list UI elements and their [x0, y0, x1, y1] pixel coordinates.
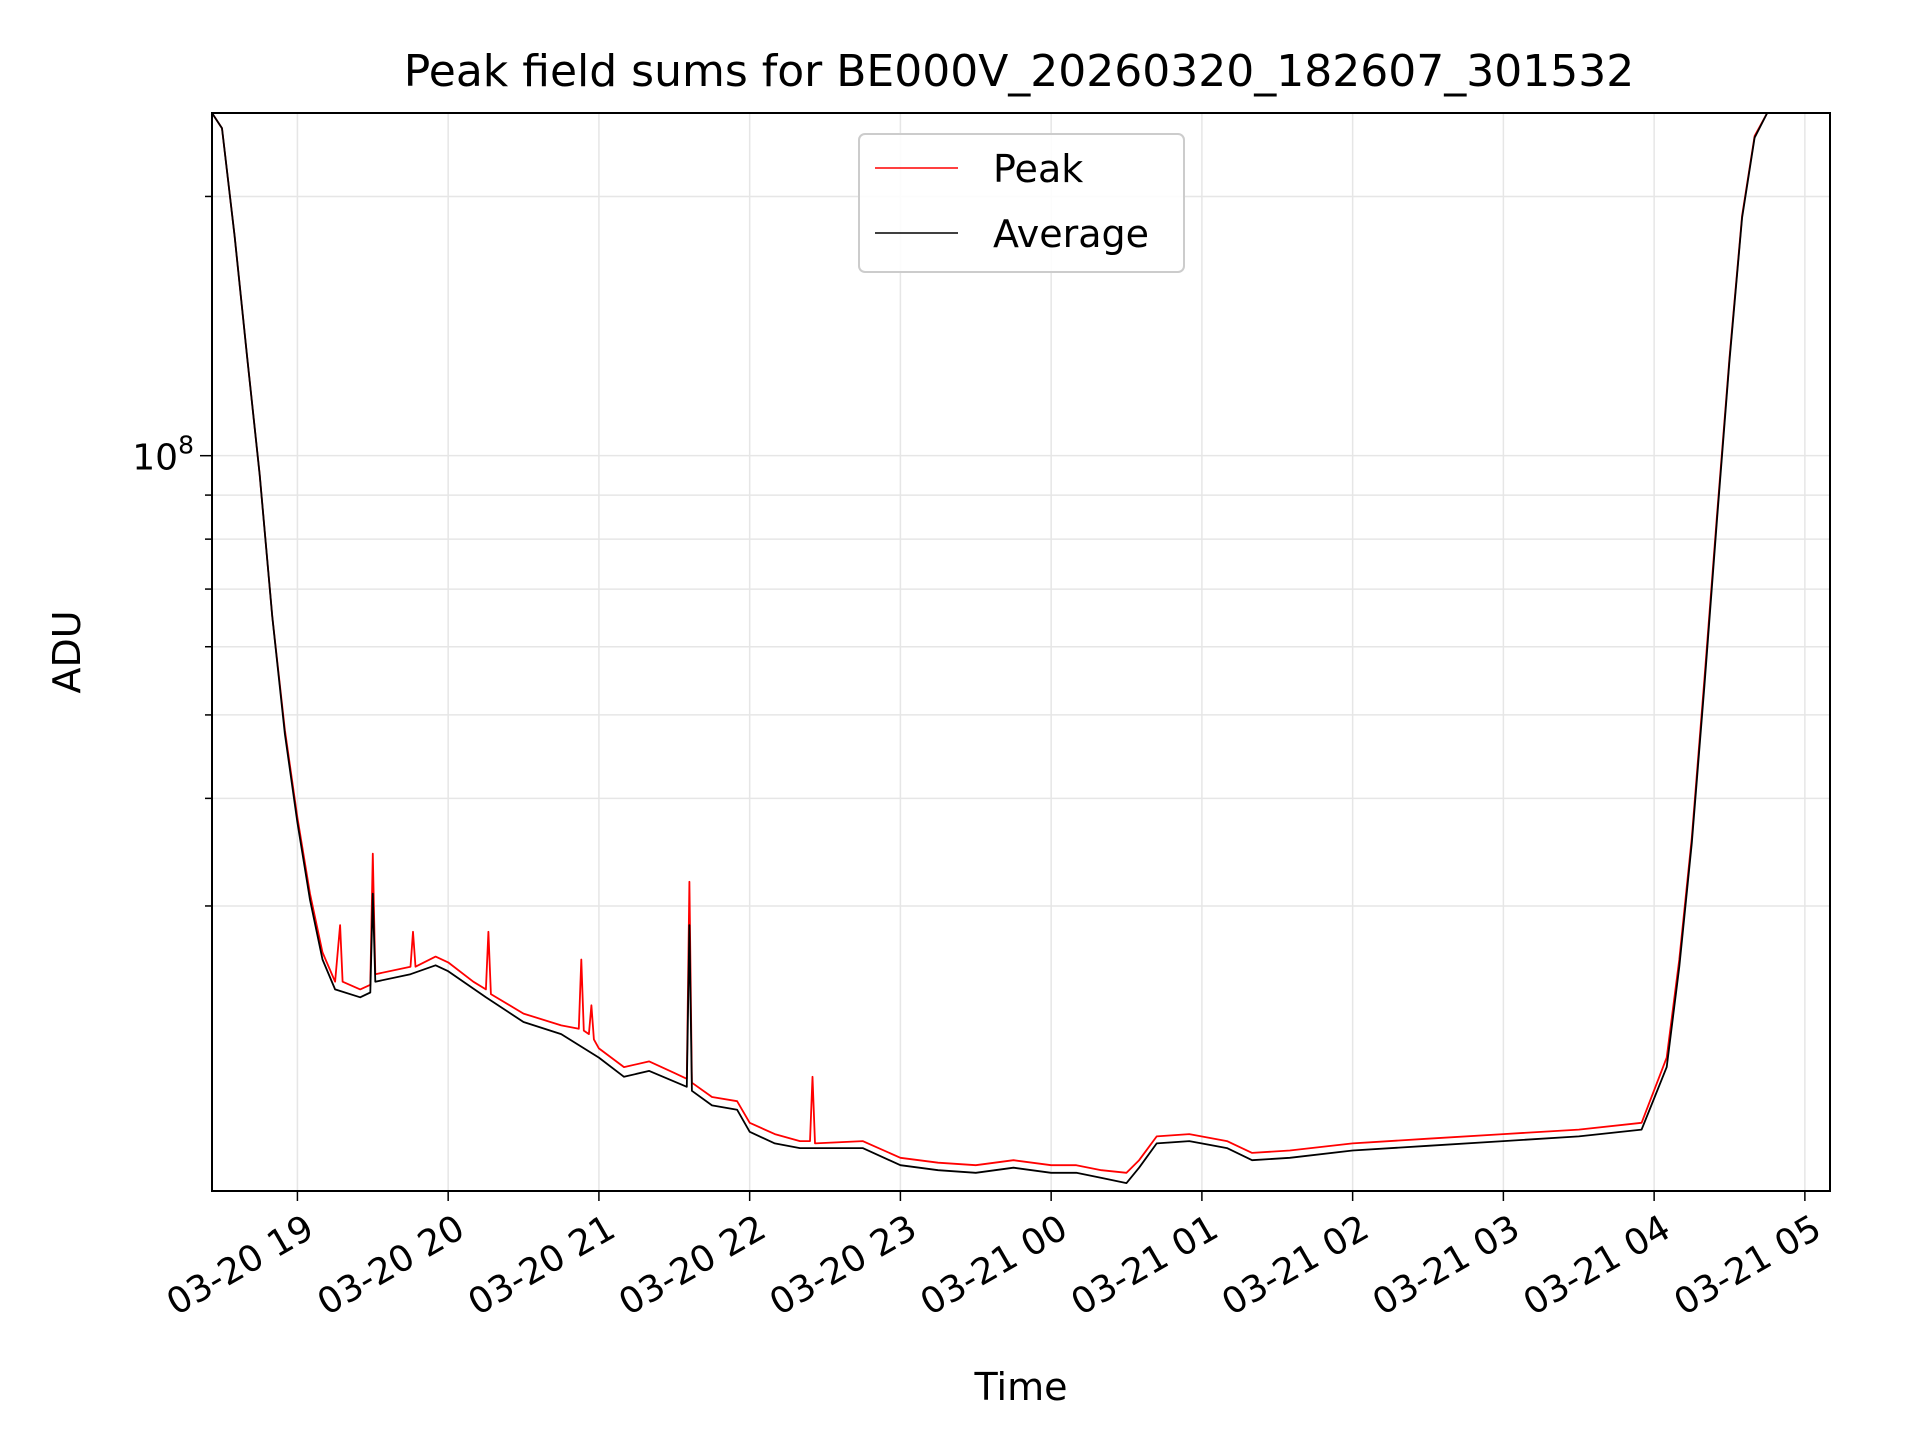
y-tick-label-exponent: 8: [178, 431, 194, 460]
series-line-peak: [212, 113, 1830, 1174]
legend-average-label: Average: [993, 212, 1149, 256]
gridlines: [212, 113, 1830, 1191]
chart-title: Peak field sums for BE000V_20260320_1826…: [404, 46, 1634, 97]
series-line-average: [212, 113, 1830, 1184]
x-axis-label: Time: [974, 1365, 1068, 1409]
y-tick-label-base: 10: [132, 438, 178, 479]
y-axis-label: ADU: [45, 610, 89, 693]
y-tick-label: 108: [132, 431, 194, 479]
series-lines: [212, 113, 1830, 1184]
plot-frame: [211, 112, 1831, 1192]
legend-peak-label: Peak: [993, 147, 1083, 191]
legend: Peak Average: [858, 133, 1185, 273]
y-axis-ticks: 108: [132, 195, 212, 907]
